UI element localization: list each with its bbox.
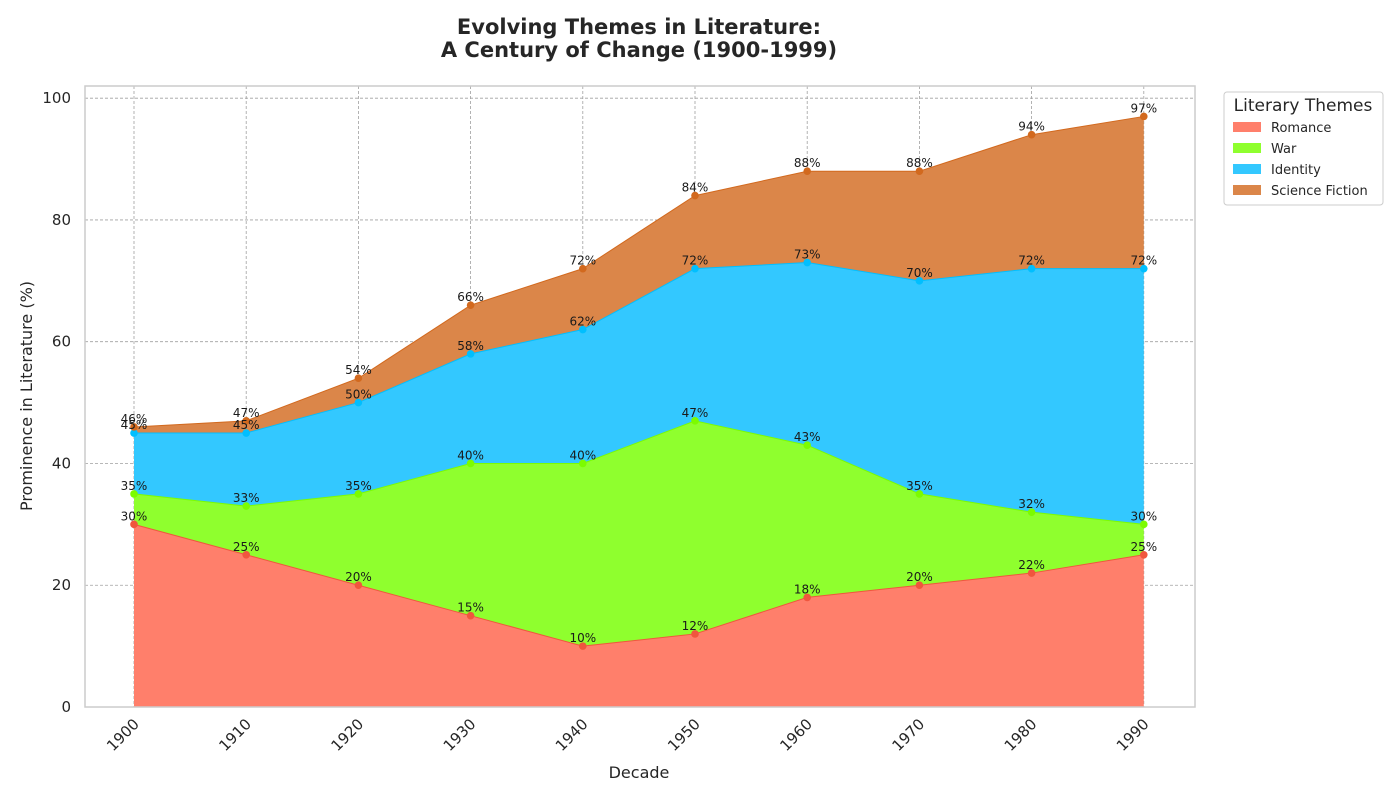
data-label-identity-1930: 58% (457, 339, 484, 353)
legend-swatch-science-fiction (1233, 185, 1261, 195)
data-label-war-1930: 40% (457, 448, 484, 462)
data-label-war-1980: 32% (1018, 497, 1045, 511)
data-label-science-fiction-1920: 54% (345, 363, 372, 377)
x-tick-label-1960: 1960 (776, 715, 816, 755)
data-label-romance-1900: 30% (121, 509, 148, 523)
data-label-romance-1920: 20% (345, 570, 372, 584)
x-tick-label-1990: 1990 (1113, 715, 1153, 755)
y-tick-label-40: 40 (52, 454, 71, 472)
legend-label-romance: Romance (1271, 121, 1331, 136)
chart-title-line-2: A Century of Change (1900-1999) (441, 38, 837, 62)
data-label-romance-1990: 25% (1130, 540, 1157, 554)
y-axis-label: Prominence in Literature (%) (17, 281, 36, 511)
y-tick-label-60: 60 (52, 333, 71, 351)
data-label-war-1950: 47% (682, 406, 709, 420)
data-label-war-1920: 35% (345, 479, 372, 493)
data-label-science-fiction-1910: 47% (233, 406, 260, 420)
data-label-science-fiction-1970: 88% (906, 156, 933, 170)
legend-label-science-fiction: Science Fiction (1271, 184, 1368, 199)
data-label-romance-1980: 22% (1018, 558, 1045, 572)
legend-swatch-identity (1233, 164, 1261, 174)
chart-title-line-1: Evolving Themes in Literature: (457, 15, 821, 39)
y-tick-label-80: 80 (52, 211, 71, 229)
x-tick-label-1950: 1950 (664, 715, 704, 755)
y-tick-labels: 0 20 40 60 80 100 (42, 89, 71, 716)
data-label-identity-1940: 62% (569, 315, 596, 329)
data-label-science-fiction-1900: 46% (121, 412, 148, 426)
data-label-war-1970: 35% (906, 479, 933, 493)
data-label-identity-1970: 70% (906, 266, 933, 280)
data-label-identity-1960: 73% (794, 248, 821, 262)
data-label-science-fiction-1990: 97% (1130, 101, 1157, 115)
data-label-identity-1990: 72% (1130, 254, 1157, 268)
x-tick-label-1930: 1930 (440, 715, 480, 755)
legend-label-identity: Identity (1271, 163, 1321, 178)
legend-swatch-romance (1233, 122, 1261, 132)
data-label-science-fiction-1940: 72% (569, 254, 596, 268)
data-label-science-fiction-1960: 88% (794, 156, 821, 170)
x-axis-label: Decade (609, 763, 670, 782)
data-label-science-fiction-1930: 66% (457, 290, 484, 304)
data-label-romance-1940: 10% (569, 631, 596, 645)
x-tick-labels: 1900 1910 1920 1930 1940 1950 1960 1970 1980 1990 (103, 715, 1153, 755)
data-label-identity-1950: 72% (682, 254, 709, 268)
x-tick-label-1920: 1920 (327, 715, 367, 755)
legend: Literary Themes Romance War Identity Scienc… (1224, 92, 1383, 205)
data-label-war-1900: 35% (121, 479, 148, 493)
data-label-science-fiction-1950: 84% (682, 181, 709, 195)
data-label-romance-1910: 25% (233, 540, 260, 554)
data-label-romance-1950: 12% (682, 619, 709, 633)
data-label-war-1960: 43% (794, 430, 821, 444)
data-label-war-1940: 40% (569, 448, 596, 462)
data-label-war-1910: 33% (233, 491, 260, 505)
legend-title: Literary Themes (1234, 96, 1373, 116)
x-tick-label-1900: 1900 (103, 715, 143, 755)
legend-label-war: War (1271, 142, 1297, 157)
y-tick-label-0: 0 (61, 698, 71, 716)
data-label-science-fiction-1980: 94% (1018, 120, 1045, 134)
data-label-romance-1930: 15% (457, 601, 484, 615)
x-tick-label-1980: 1980 (1001, 715, 1041, 755)
data-label-romance-1970: 20% (906, 570, 933, 584)
data-label-identity-1910: 45% (233, 418, 260, 432)
x-tick-label-1910: 1910 (215, 715, 255, 755)
data-label-war-1990: 30% (1130, 509, 1157, 523)
y-tick-label-20: 20 (52, 576, 71, 594)
data-label-identity-1920: 50% (345, 388, 372, 402)
x-tick-label-1940: 1940 (552, 715, 592, 755)
x-tick-label-1970: 1970 (888, 715, 928, 755)
legend-swatch-war (1233, 143, 1261, 153)
y-tick-label-100: 100 (42, 89, 71, 107)
data-label-identity-1980: 72% (1018, 254, 1045, 268)
data-label-romance-1960: 18% (794, 582, 821, 596)
